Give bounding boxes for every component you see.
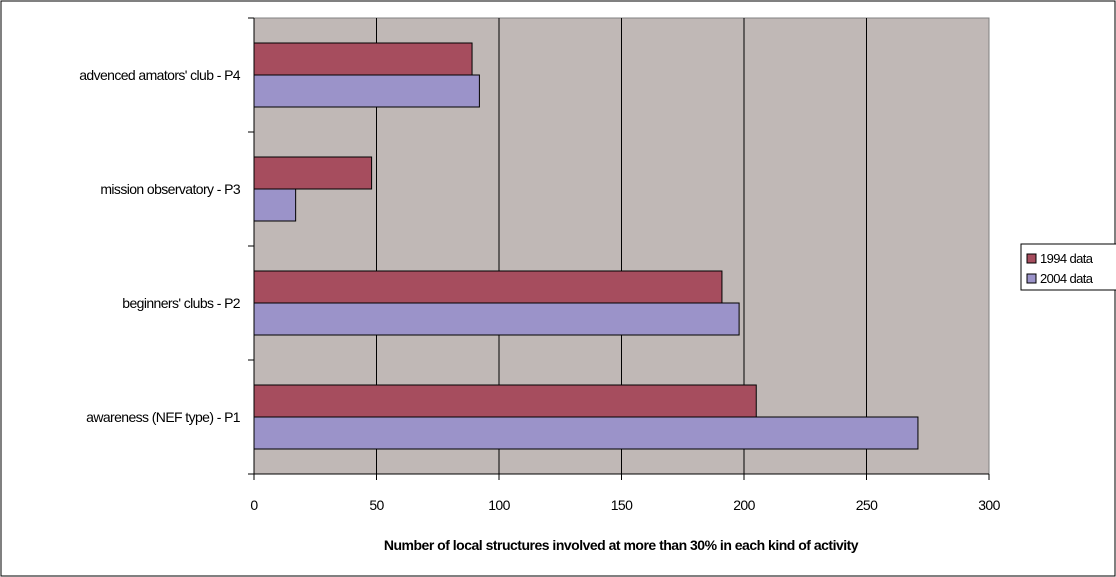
x-tick-label: 300 <box>978 497 1000 513</box>
legend-label: 1994 data <box>1040 251 1094 266</box>
category-label: mission observatory - P3 <box>100 181 240 197</box>
x-axis-label: Number of local structures involved at m… <box>384 537 859 553</box>
bar-2004-data <box>253 74 480 108</box>
legend-box <box>1020 243 1116 291</box>
x-axis-ticks <box>253 474 990 480</box>
x-tick-label: 150 <box>611 497 633 513</box>
category-label: advenced amators' club - P4 <box>79 67 241 83</box>
bar-1994-data <box>253 384 757 418</box>
bars <box>253 42 919 450</box>
bar-2004-data <box>253 416 919 450</box>
bar-1994-data <box>253 156 373 190</box>
x-tick-label: 50 <box>369 497 384 513</box>
legend-swatch <box>1026 253 1037 264</box>
bar-1994-data <box>253 270 723 304</box>
bar-1994-data <box>253 42 473 76</box>
legend-label: 2004 data <box>1040 271 1094 286</box>
category-label: awareness (NEF type) - P1 <box>86 409 241 425</box>
y-axis-labels: awareness (NEF type) - P1 beginners' club… <box>79 67 241 425</box>
x-tick-label: 250 <box>856 497 878 513</box>
bar-2004-data <box>253 188 297 222</box>
x-tick-label: 0 <box>250 497 258 513</box>
bar-2004-data <box>253 302 740 336</box>
x-axis-labels: 0 50 100 150 200 250 300 <box>250 497 1001 513</box>
y-axis-ticks <box>248 17 254 475</box>
category-label: beginners' clubs - P2 <box>122 295 241 311</box>
legend: 1994 data 2004 data <box>1020 243 1116 291</box>
x-tick-label: 200 <box>733 497 755 513</box>
x-tick-label: 100 <box>488 497 510 513</box>
legend-swatch <box>1026 273 1037 284</box>
